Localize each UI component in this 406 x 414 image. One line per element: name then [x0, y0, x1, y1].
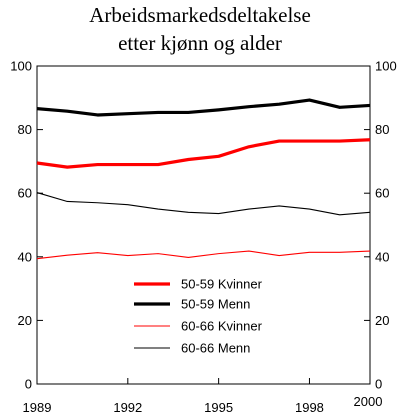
y-tick-label-left: 60: [18, 186, 32, 201]
y-tick-label-right: 40: [375, 249, 389, 264]
legend-label-3: 60-66 Menn: [181, 341, 250, 356]
y-tick-label-right: 0: [375, 377, 382, 392]
legend: 50-59 Kvinner 50-59 Menn 60-66 Kvinner 60-6…: [134, 277, 263, 356]
series-layer: [36, 98, 371, 260]
y-axis-left: 0 20 40 60 80 100: [10, 59, 43, 392]
x-axis: 1989 1992 1995 1998 2000: [23, 378, 383, 414]
y-tick-label-left: 0: [25, 377, 32, 392]
x-tick-label: 1995: [204, 400, 233, 414]
series-line-2: [36, 250, 371, 260]
y-tick-label-left: 80: [18, 122, 32, 137]
y-tick-label-right: 60: [375, 186, 389, 201]
x-tick-label: 1992: [113, 400, 142, 414]
x-tick-label: 2000: [354, 394, 383, 409]
series-line-0: [36, 138, 371, 169]
y-axis-right: 0 20 40 60 80 100: [364, 59, 397, 392]
series-line-1: [36, 98, 371, 117]
series-line-3: [36, 192, 371, 216]
y-tick-label-left: 20: [18, 313, 32, 328]
legend-label-1: 50-59 Menn: [181, 297, 250, 312]
y-tick-label-right: 80: [375, 122, 389, 137]
y-tick-label-right: 20: [375, 313, 389, 328]
y-tick-label-right: 100: [375, 59, 397, 74]
x-tick-label: 1998: [295, 400, 324, 414]
chart-title: Arbeidsmarkedsdeltakelse: [89, 3, 311, 27]
legend-label-2: 60-66 Kvinner: [181, 319, 263, 334]
chart-subtitle: etter kjønn og alder: [118, 31, 282, 55]
x-tick-label: 1989: [23, 400, 52, 414]
y-tick-label-left: 100: [10, 59, 32, 74]
legend-label-0: 50-59 Kvinner: [181, 277, 263, 292]
y-tick-label-left: 40: [18, 249, 32, 264]
plot-area: [36, 65, 371, 385]
